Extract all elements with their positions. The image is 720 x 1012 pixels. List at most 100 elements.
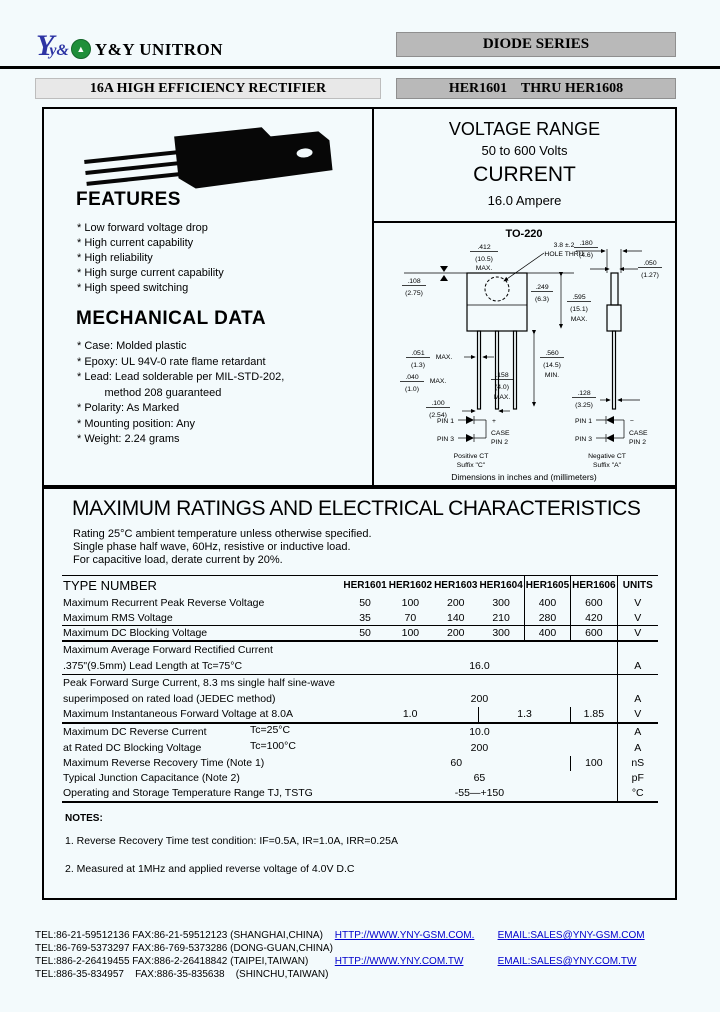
condition-text: Tc=25°C <box>250 723 291 736</box>
svg-text:.100: .100 <box>431 400 444 407</box>
svg-text:(10.5): (10.5) <box>475 256 493 263</box>
svg-text:(2.75): (2.75) <box>405 290 423 297</box>
svg-text:.108: .108 <box>407 278 420 285</box>
feature-item: * Low forward voltage drop <box>77 222 208 234</box>
dim-lead-length: .560 (14.5) MIN. <box>531 329 564 407</box>
value-cell: 200 <box>470 741 489 754</box>
value-cell: 16.0 <box>342 640 618 675</box>
svg-text:Suffix "A": Suffix "A" <box>593 462 622 469</box>
dim-body-height: .595 (15.1) MAX. <box>558 271 591 329</box>
svg-text:+: + <box>492 418 496 425</box>
unit-cell: nS <box>616 755 658 771</box>
dim-lead-width: .051 (1.3) MAX. <box>406 350 494 369</box>
table-row: Maximum DC Reverse Current Tc=25°C 10.0 … <box>62 722 658 740</box>
table-row: Maximum Recurrent Peak Reverse Voltage 5… <box>62 595 658 611</box>
param-cell: Maximum DC Reverse Current Tc=25°C <box>62 723 342 740</box>
param-cell: Maximum DC Blocking Voltage <box>62 625 343 642</box>
units-header: UNITS <box>616 575 658 596</box>
value-cell: 400 <box>523 595 571 611</box>
mechanical-list: * Case: Molded plastic * Epoxy: UL 94V-0… <box>77 339 284 448</box>
param-line: .375"(9.5mm) Lead Length at Tc=75°C <box>63 659 243 672</box>
svg-text:.051: .051 <box>411 350 424 357</box>
column-header: HER1605 <box>523 575 571 596</box>
value-cell: 1.0 <box>342 706 479 724</box>
to220-outline-drawing: TO-220 .412 <box>400 228 662 482</box>
param-cell: Peak Forward Surge Current, 8.3 ms singl… <box>62 674 342 707</box>
param-text: at Rated DC Blocking Voltage <box>63 741 202 754</box>
value-cell: 200 <box>433 625 479 642</box>
svg-text:MAX.: MAX. <box>436 354 453 361</box>
ratings-title: MAXIMUM RATINGS AND ELECTRICAL CHARACTER… <box>72 497 641 520</box>
value-cell: 600 <box>570 625 618 642</box>
table-row: Typical Junction Capacitance (Note 2) 65… <box>62 770 658 786</box>
value-cell: 70 <box>387 610 434 626</box>
svg-text:CASE: CASE <box>491 430 510 437</box>
svg-text:(2.54): (2.54) <box>429 412 447 419</box>
drawing-title: TO-220 <box>505 228 542 240</box>
website-link[interactable]: HTTP://WWW.YNY-GSM.COM. <box>334 930 475 941</box>
svg-text:PIN 3: PIN 3 <box>437 436 454 443</box>
svg-text:(15.1): (15.1) <box>570 306 588 313</box>
pinout-positive-ct: PIN 1 PIN 3 + CASE PIN 2 Positive CT Suf… <box>437 416 510 469</box>
logo-y-icon: Y <box>36 29 55 62</box>
value-cell: 400 <box>523 625 571 642</box>
column-header: HER1601 <box>343 580 387 592</box>
notes-section: NOTES: 1. Reverse Recovery Time test con… <box>65 813 398 875</box>
condition-line: For capacitive load, derate current by 2… <box>73 554 283 566</box>
svg-text:(1.3): (1.3) <box>411 362 425 369</box>
note-item: 1. Reverse Recovery Time test condition:… <box>65 835 398 847</box>
svg-text:HOLE THRU: HOLE THRU <box>544 251 583 258</box>
unit-cell: A <box>616 674 658 707</box>
svg-text:Negative CT: Negative CT <box>588 453 626 460</box>
email-link[interactable]: EMAIL:SALES@YNY-GSM.COM <box>497 930 645 941</box>
panel-divider <box>372 109 374 485</box>
voltage-range-value: 50 to 600 Volts <box>481 143 568 158</box>
value-cell: 300 <box>492 597 510 609</box>
svg-text:PIN 2: PIN 2 <box>491 439 508 446</box>
website-link[interactable]: HTTP://WWW.YNY.COM.TW <box>334 956 464 967</box>
param-cell: Typical Junction Capacitance (Note 2) <box>63 772 240 784</box>
mechanical-item: * Case: Molded plastic <box>77 340 187 352</box>
note-item: 2. Measured at 1MHz and applied reverse … <box>65 863 355 875</box>
ratings-box: MAXIMUM RATINGS AND ELECTRICAL CHARACTER… <box>42 487 677 900</box>
svg-text:(4.0): (4.0) <box>495 384 509 391</box>
features-list: * Low forward voltage drop * High curren… <box>77 221 224 296</box>
value-cell: 35 <box>342 610 388 626</box>
unit-cell: V <box>616 625 658 642</box>
dim-lead-thickness: .040 (1.0) MAX. <box>400 374 446 393</box>
param-cell: Maximum Recurrent Peak Reverse Voltage <box>63 597 265 609</box>
table-row: Maximum Average Forward Rectified Curren… <box>62 640 658 675</box>
contact-line: TEL:86-21-59512136 FAX:86-21-59512123 (S… <box>35 929 645 942</box>
svg-text:.128: .128 <box>577 390 590 397</box>
column-header: HER1606 <box>570 575 618 596</box>
svg-text:.249: .249 <box>535 284 548 291</box>
param-cell: Operating and Storage Temperature Range … <box>62 785 343 803</box>
recycle-badge-icon: ▲ <box>70 39 91 59</box>
unit-cell: V <box>616 706 658 724</box>
dim-hole: 3.8 ±.2 HOLE THRU <box>503 242 584 282</box>
column-header: HER1603 <box>434 580 478 592</box>
features-heading: FEATURES <box>76 189 181 210</box>
table-row: Maximum Instantaneous Forward Voltage at… <box>62 706 658 724</box>
column-header: HER1602 <box>388 580 433 592</box>
svg-text:(14.5): (14.5) <box>543 362 561 369</box>
summary-panel: VOLTAGE RANGE 50 to 600 Volts CURRENT 16… <box>374 109 675 485</box>
svg-text:MAX.: MAX. <box>571 316 588 323</box>
svg-text:MAX.: MAX. <box>476 265 493 272</box>
value-cell: 100 <box>387 625 434 642</box>
front-view <box>404 266 574 410</box>
phone-fax-text: TEL:886-35-834957 FAX:886-35-835638 (SHI… <box>35 969 329 980</box>
svg-text:.412: .412 <box>477 244 490 251</box>
value-cell: 100 <box>401 597 420 609</box>
email-link[interactable]: EMAIL:SALES@YNY.COM.TW <box>497 956 637 967</box>
table-row: at Rated DC Blocking Voltage Tc=100°C 20… <box>62 739 658 756</box>
logo-amp-icon: y& <box>49 42 69 59</box>
unit-cell: A <box>616 640 658 675</box>
feature-item: * High surge current capability <box>77 267 224 279</box>
svg-text:PIN 2: PIN 2 <box>629 439 646 446</box>
unit-cell: A <box>616 739 658 756</box>
phone-fax-text: TEL:86-21-59512136 FAX:86-21-59512123 (S… <box>35 930 323 941</box>
param-cell: at Rated DC Blocking Voltage Tc=100°C <box>62 740 342 756</box>
svg-text:MAX.: MAX. <box>494 394 511 401</box>
